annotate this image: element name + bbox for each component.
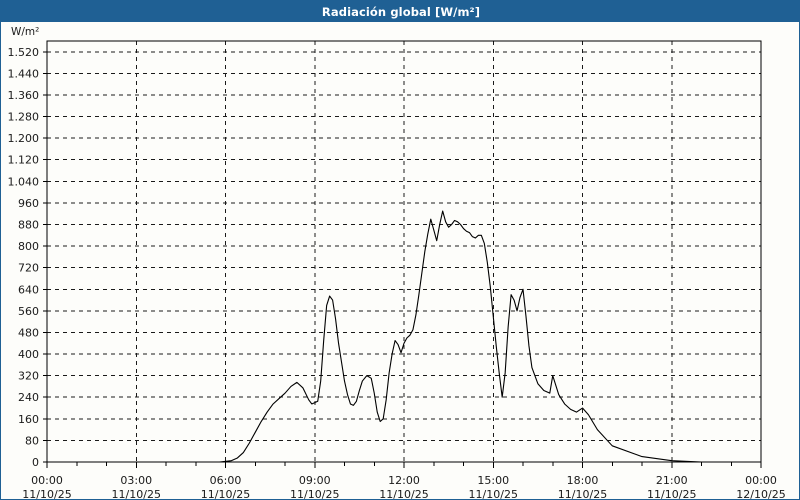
vertical-gridlines — [135, 41, 673, 462]
x-tick-date-label: 11/10/25 — [647, 488, 696, 499]
y-tick-label: 880 — [18, 219, 39, 232]
y-tick-label: 960 — [18, 197, 39, 210]
chart-plot-area: 1.520 1.440 1.360 1.280 1.200 1.120 1.040 960 88… — [1, 22, 799, 499]
y-tick-label: 480 — [18, 326, 39, 339]
radiation-series-line — [46, 210, 762, 463]
y-tick-label: 1.200 — [8, 132, 40, 145]
x-tick-date-label: 11/10/25 — [22, 488, 71, 499]
y-tick-label: 160 — [18, 413, 39, 426]
x-tick-date-label: 11/10/25 — [290, 488, 339, 499]
x-tick-time-label: 18:00 — [567, 474, 599, 487]
y-tick-label: 1.360 — [8, 89, 40, 102]
y-tick-label: 1.440 — [8, 67, 40, 80]
y-tick-label: 1.280 — [8, 111, 40, 124]
radiation-line-chart: 1.520 1.440 1.360 1.280 1.200 1.120 1.040 960 88… — [8, 26, 786, 499]
y-tick-label: 320 — [18, 370, 39, 383]
y-tick-label: 1.120 — [8, 154, 40, 167]
y-tick-label: 1.040 — [8, 175, 40, 188]
x-tick-time-label: 00:00 — [745, 474, 777, 487]
y-tick-label: 80 — [25, 434, 39, 447]
x-tick-date-label: 11/10/25 — [469, 488, 518, 499]
x-tick-date-label: 11/10/25 — [379, 488, 428, 499]
x-tick-date-label: 11/10/25 — [201, 488, 250, 499]
y-tick-label: 240 — [18, 391, 39, 404]
y-tick-label: 0 — [32, 456, 39, 469]
page-title: Radiación global [W/m²] — [321, 4, 481, 19]
x-tick-time-label: 21:00 — [656, 474, 688, 487]
y-tick-label: 720 — [18, 262, 39, 275]
x-axis-tickmarks — [46, 462, 762, 468]
horizontal-gridlines — [47, 51, 761, 441]
x-tick-time-label: 12:00 — [388, 474, 420, 487]
x-tick-time-label: 15:00 — [477, 474, 509, 487]
y-axis-tick-labels: 1.520 1.440 1.360 1.280 1.200 1.120 1.040 960 88… — [8, 46, 40, 469]
x-tick-date-label: 12/10/25 — [736, 488, 785, 499]
x-tick-time-label: 03:00 — [120, 474, 152, 487]
y-tick-label: 560 — [18, 305, 39, 318]
y-axis-unit-label: W/m² — [11, 26, 39, 38]
y-tick-label: 400 — [18, 348, 39, 361]
x-axis-tick-labels: 00:0011/10/2503:0011/10/2506:0011/10/250… — [22, 474, 785, 499]
x-tick-time-label: 09:00 — [299, 474, 331, 487]
window-titlebar: Radiación global [W/m²] — [1, 1, 800, 22]
x-tick-date-label: 11/10/25 — [558, 488, 607, 499]
x-tick-time-label: 00:00 — [31, 474, 63, 487]
x-tick-time-label: 06:00 — [210, 474, 242, 487]
x-tick-date-label: 11/10/25 — [112, 488, 161, 499]
y-tick-label: 640 — [18, 283, 39, 296]
y-tick-label: 1.520 — [8, 46, 40, 59]
y-tick-label: 800 — [18, 240, 39, 253]
y-axis-tickmarks — [43, 51, 47, 463]
